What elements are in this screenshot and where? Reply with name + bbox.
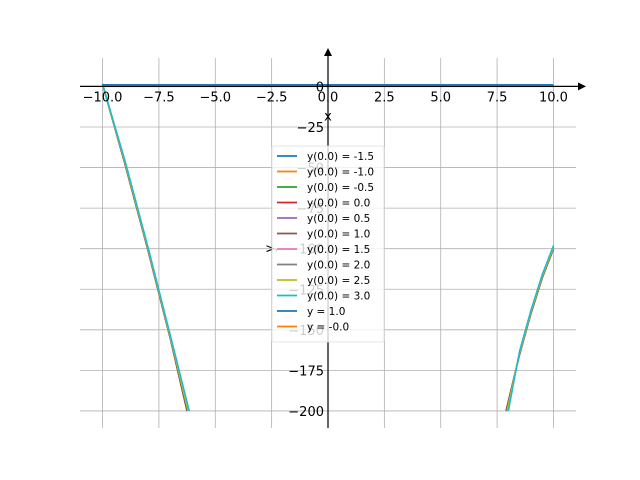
series-line [101,83,188,412]
series-line [101,83,188,412]
x-tick-label: 2.5 [374,90,395,105]
legend-label: y(0.0) = -1.0 [307,167,374,179]
legend-label: y(0.0) = 1.0 [307,229,370,241]
legend-label: y(0.0) = -0.5 [307,182,374,194]
y-tick-label: −200 [288,405,324,420]
x-tick-label: −2.5 [256,90,288,105]
x-tick-label: 5.0 [430,90,451,105]
series-line [507,245,555,412]
series-line [101,83,188,412]
legend-label: y(0.0) = 0.0 [307,198,370,210]
plot-area [101,83,555,412]
y-tick-label: 0 [316,80,324,95]
x-axis-arrowhead [578,82,586,91]
x-tick-label: 7.5 [487,90,508,105]
legend-label: y(0.0) = 3.0 [307,291,370,303]
series-line [506,246,555,412]
series-line [101,83,188,412]
x-tick-label: −5.0 [199,90,231,105]
legend-label: y = 1.0 [307,306,345,318]
y-axis-title: y [263,245,278,253]
x-axis-title: x [324,109,332,124]
legend-label: y(0.0) = 2.0 [307,260,370,272]
legend-label: y(0.0) = 1.5 [307,244,370,256]
legend-label: y(0.0) = -1.5 [307,151,374,163]
series-line [101,83,188,412]
x-tick-label: 0.0 [318,90,339,105]
series-line [101,83,191,412]
y-tick-label: −175 [288,364,324,379]
y-axis-arrowhead [324,48,332,56]
y-tick-label: −25 [297,121,324,136]
legend-frame [271,145,385,343]
legend-label: y(0.0) = 0.5 [307,213,370,225]
x-tick-label: 10.0 [539,90,568,105]
x-tick-label: −10.0 [83,90,123,105]
series-line [506,246,555,412]
legend: y(0.0) = -1.5 y(0.0) = -1.0 y(0.0) = -0.5 y… [271,145,385,343]
series-line [101,83,188,412]
x-tick-label: −7.5 [143,90,175,105]
series-line [506,246,555,412]
legend-label: y(0.0) = 2.5 [307,275,370,287]
legend-label: y = -0.0 [307,322,349,334]
